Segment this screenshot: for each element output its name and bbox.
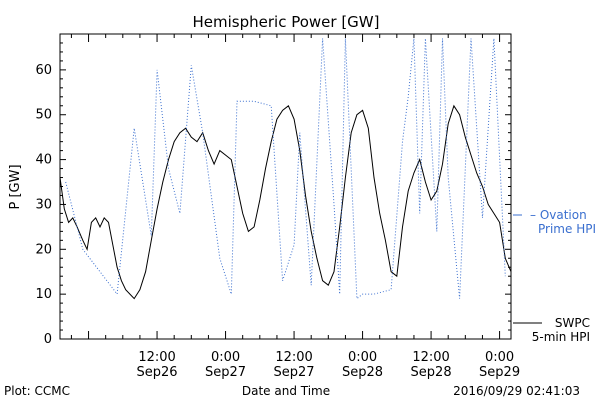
ovation-prime-hpi-line: [65, 38, 506, 300]
x-axis-label: Date and Time: [242, 384, 330, 398]
legend-swpc-label-2: 5-min HPI: [532, 330, 590, 344]
plot-frame: [59, 33, 512, 340]
x-tick-time-label: 0:00: [211, 350, 240, 365]
x-tick-time-label: 12:00: [138, 350, 175, 365]
x-tick-date-label: Sep29: [479, 365, 520, 380]
y-tick-label: 20: [35, 242, 52, 257]
x-tick-date-label: Sep28: [411, 365, 452, 380]
y-tick-label: 30: [35, 197, 52, 212]
y-tick-label: 40: [35, 153, 52, 168]
footer-timestamp: 2016/09/29 02:41:03: [453, 384, 580, 398]
y-tick-label: 50: [35, 108, 52, 123]
x-tick-date-label: Sep27: [274, 365, 315, 380]
x-tick-time-label: 12:00: [412, 350, 449, 365]
y-axis-label: P [GW]: [8, 164, 23, 209]
x-tick-date-label: Sep28: [342, 365, 383, 380]
x-tick-time-label: 0:00: [348, 350, 377, 365]
y-tick-label: 10: [35, 287, 52, 302]
legend-swpc-label: SWPC: [555, 316, 590, 330]
legend-ovation-label-2: Prime HPI: [538, 222, 596, 236]
x-tick-time-label: 0:00: [485, 350, 514, 365]
x-tick-date-label: Sep26: [137, 365, 178, 380]
footer-plot-label: Plot: CCMC: [4, 384, 70, 398]
legend-ovation-label: – Ovation: [530, 208, 587, 222]
x-tick-date-label: Sep27: [205, 365, 246, 380]
y-tick-label: 60: [35, 63, 52, 78]
y-tick-label: 0: [44, 332, 52, 347]
x-tick-time-label: 12:00: [275, 350, 312, 365]
swpc-hpi-line: [59, 104, 512, 300]
chart-title: Hemispheric Power [GW]: [193, 13, 380, 31]
